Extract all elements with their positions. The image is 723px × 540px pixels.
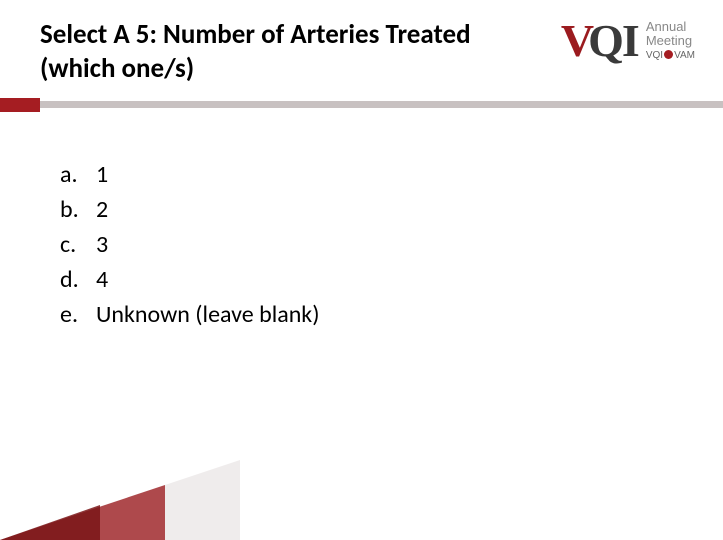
option-text: 1 [96, 160, 108, 189]
list-item: c. 3 [60, 230, 723, 259]
logo-letters: V Q I [561, 18, 640, 64]
logo-text: Annual Meeting VQI VAM [646, 20, 695, 61]
options-list: a. 1 b. 2 c. 3 d. 4 e. Unknown (leave bl… [0, 112, 723, 329]
logo-meeting-text: Meeting [646, 34, 695, 47]
logo-vqivam-suffix: VAM [674, 50, 695, 61]
logo-q-letter: Q [588, 18, 624, 64]
list-item: b. 2 [60, 195, 723, 224]
option-text: 3 [96, 230, 108, 259]
option-text: Unknown (leave blank) [96, 300, 320, 329]
option-letter: a. [60, 160, 96, 189]
option-text: 2 [96, 195, 108, 224]
list-item: d. 4 [60, 265, 723, 294]
option-letter: d. [60, 265, 96, 294]
option-letter: c. [60, 230, 96, 259]
slide-title: Select A 5: Number of Arteries Treated (… [40, 18, 480, 86]
divider-red-block [0, 98, 40, 112]
logo-vqivam-prefix: VQI [646, 50, 663, 61]
list-item: e. Unknown (leave blank) [60, 300, 723, 329]
divider [0, 98, 723, 112]
divider-gray-line [40, 101, 723, 108]
logo-annual-text: Annual [646, 20, 695, 33]
option-text: 4 [96, 265, 108, 294]
list-item: a. 1 [60, 160, 723, 189]
option-letter: b. [60, 195, 96, 224]
vqi-logo: V Q I Annual Meeting VQI VAM [561, 18, 695, 64]
bg-triangle-dark [0, 505, 100, 540]
logo-i-letter: I [622, 18, 640, 64]
logo-vqivam-text: VQI VAM [646, 50, 695, 61]
header: Select A 5: Number of Arteries Treated (… [0, 0, 723, 86]
at-icon [664, 50, 673, 59]
option-letter: e. [60, 300, 96, 329]
